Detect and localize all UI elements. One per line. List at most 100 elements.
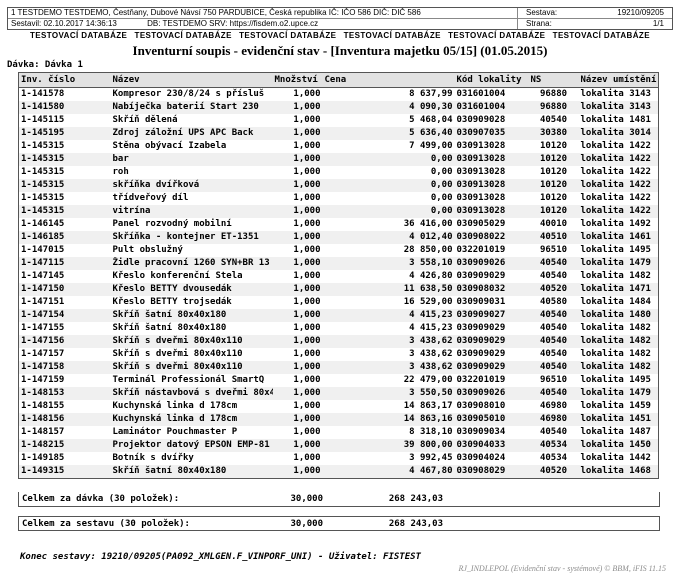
table-cell: lokalita 1461 [580,232,651,242]
column-header: Název umístění [578,72,659,88]
table-row: 1-141578 Kompresor 230/8/24 s přísluš 1,00… [19,88,659,102]
table-cell: 030913028 [456,206,506,216]
table-cell: 1,000 [293,375,321,385]
table-cell: 10120 [539,167,568,177]
table-cell: Botník s dvířky [112,453,194,463]
report-header-box: 1 TESTDEMO TESTDEMO, Čestňany, Dubové Ná… [7,7,673,30]
table-cell: lokalita 1471 [580,284,651,294]
strana-value: 1/1 [652,19,664,28]
table-cell: lokalita 1479 [580,388,651,398]
table-cell: 0,00 [430,154,453,164]
table-cell: 16 529,00 [403,297,453,307]
table-cell: 96880 [539,102,568,112]
strana-label: Strana: [526,19,552,28]
table-cell: Skříň s dveřmi 80x40x110 [112,362,243,372]
table-row: 1-147158 Skříň s dveřmi 80x40x110 1,000 3 4… [18,361,659,374]
table-cell: 1-147154 [21,310,65,320]
report-total-row: Celkem za sestavu (30 položek): 30,000 2… [18,516,660,531]
report-signature: RJ_INDLEPOL (Evidenční stav - systémové)… [458,564,666,573]
table-cell: Kuchynská linka d 178cm [112,414,238,424]
table-cell: 1-147158 [21,362,65,372]
table-cell: 030909029 [456,323,506,333]
table-cell: Skříň šatní 80x40x180 [112,323,227,333]
report-total-label: Celkem za sestavu (30 položek): [22,518,190,529]
table-cell: 0,00 [430,193,453,203]
table-cell: 030909029 [456,362,506,372]
table-cell: Laminátor Pouchmaster P [112,427,238,437]
table-cell: Stěna obývací Izabela [112,141,227,151]
table-cell: 030904033 [456,440,506,450]
table-cell: 40540 [539,362,568,372]
table-cell: lokalita 1459 [580,401,651,411]
table-cell: 1,000 [293,206,321,216]
table-cell: 1,000 [293,167,321,177]
table-cell: 030905029 [456,219,506,229]
batch-total-row: Celkem za dávka (30 položek): 30,000 268… [18,492,660,507]
table-cell: 28 850,00 [403,245,453,255]
watermark-text: TESTOVACÍ DATABÁZE [239,31,337,40]
sestava-label: Sestava: [526,8,558,17]
table-cell: 1-141578 [21,89,65,99]
table-cell: 96510 [539,245,568,255]
table-cell: 4 090,30 [409,102,453,112]
table-cell: lokalita 1482 [580,362,651,372]
table-cell: 030909029 [456,349,506,359]
table-cell: Skříň s dveřmi 80x40x110 [112,336,243,346]
watermark-row: TESTOVACÍ DATABÁZE TESTOVACÍ DATABÁZE TEST… [30,31,650,40]
column-header: NS [528,72,579,88]
table-cell: 96510 [539,375,568,385]
table-cell: lokalita 1451 [580,414,651,424]
table-cell: 1-147115 [21,258,65,268]
report-total-quantity: 30,000 [290,518,323,529]
table-cell: lokalita 1482 [580,336,651,346]
table-cell: 030913028 [456,193,506,203]
table-cell: 4 012,40 [409,232,453,242]
table-cell: 031601004 [456,102,506,112]
watermark-text: TESTOVACÍ DATABÁZE [30,31,128,40]
table-cell: 10120 [539,141,568,151]
table-cell: lokalita 1468 [580,466,651,476]
table-row: 1-146185 Skříňka - kontejner ET-1351 1,000… [18,231,659,244]
table-row: 1-147115 Židle pracovní 1260 SYN+BR 13 1,0… [18,257,659,270]
table-cell: 7 499,00 [409,141,453,151]
table-cell: 032201019 [456,375,506,385]
column-header: Inv. číslo [18,72,111,88]
table-cell: skříňka dvířková [112,180,200,190]
table-row: 1-145315 roh 1,000 0,00 030913028 10120 lokali… [19,166,659,179]
table-cell: Projektor datový EPSON EMP-81 [112,440,270,450]
company-info: 1 TESTDEMO TESTDEMO, Čestňany, Dubové Ná… [11,8,421,17]
table-cell: 1,000 [293,232,321,242]
table-cell: 5 636,40 [409,128,453,138]
table-body: 1-141578 Kompresor 230/8/24 s přísluš 1,00… [18,88,659,479]
table-cell: 40540 [539,115,568,125]
table-cell: 1,000 [293,388,321,398]
table-cell: 3 438,62 [409,336,453,346]
table-cell: 36 416,00 [403,219,453,229]
table-cell: 14 863,16 [403,414,453,424]
table-cell: 40540 [539,258,568,268]
table-cell: 0,00 [430,180,453,190]
table-cell: 030909026 [456,388,506,398]
table-cell: 22 479,00 [403,375,453,385]
table-cell: 30380 [539,128,568,138]
table-row: 1-147150 Křeslo BETTY dvousedák 1,000 11 63… [18,283,659,296]
table-cell: lokalita 1482 [580,323,651,333]
table-cell: 40540 [539,336,568,346]
table-cell: lokalita 1484 [580,297,651,307]
table-cell: 1,000 [293,141,321,151]
table-cell: lokalita 1482 [580,349,651,359]
table-cell: 40534 [539,453,568,463]
table-cell: 1-145315 [21,206,65,216]
table-row: 1-148155 Kuchynská linka d 178cm 1,000 14 8… [19,400,659,413]
batch-label: Dávka: Dávka 1 [7,60,83,70]
table-row: 1-148153 Skříň nástavbová s dveřmi 80x40x… [18,387,659,400]
table-cell: 40540 [539,271,568,281]
watermark-text: TESTOVACÍ DATABÁZE [448,31,546,40]
table-cell: 5 468,04 [409,115,453,125]
table-cell: Křeslo BETTY dvousedák [112,284,232,294]
table-row: 1-147015 Pult obslužný 1,000 28 850,00 03220… [19,244,659,257]
table-cell: 030907035 [456,128,506,138]
table-cell: 030913028 [456,141,506,151]
strana-cell: Strana: 1/1 [517,19,672,29]
table-cell: 40580 [539,297,568,307]
